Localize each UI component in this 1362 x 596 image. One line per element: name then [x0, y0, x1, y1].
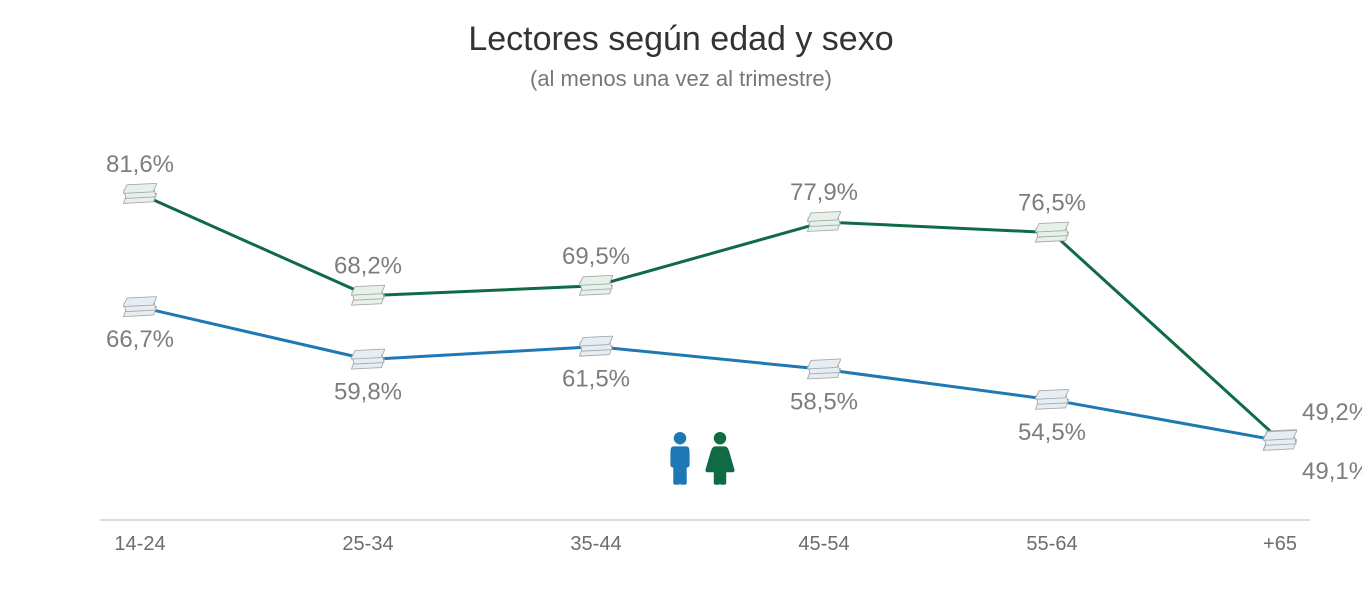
data-marker [351, 285, 385, 305]
x-axis-label: 45-54 [798, 533, 849, 555]
value-label: 77,9% [790, 179, 858, 206]
male-icon [670, 432, 689, 485]
data-marker [579, 275, 613, 295]
value-label: 54,5% [1018, 419, 1086, 446]
chart-container: Lectores según edad y sexo (al menos una… [0, 0, 1362, 596]
value-label: 49,2% [1302, 399, 1362, 426]
data-marker [351, 349, 385, 369]
value-label: 69,5% [562, 243, 630, 270]
value-label: 49,1% [1302, 458, 1362, 485]
data-marker [1035, 222, 1069, 242]
chart-svg: 81,6% 68,2% 69,5% 77,9% 76,5% 49,2% 66,7% 59,8%… [0, 0, 1362, 596]
x-axis-label: 14-24 [114, 533, 165, 555]
data-marker [579, 336, 613, 356]
value-label: 61,5% [562, 366, 630, 393]
value-label: 76,5% [1018, 190, 1086, 217]
value-label: 58,5% [790, 388, 858, 415]
value-label: 68,2% [334, 253, 402, 280]
data-marker [123, 297, 157, 317]
series-line-female [140, 194, 1280, 440]
x-axis-label: 25-34 [342, 533, 393, 555]
data-marker [807, 359, 841, 379]
female-icon [705, 432, 734, 485]
data-marker [807, 211, 841, 231]
series-line-male [140, 307, 1280, 441]
data-marker [1035, 389, 1069, 409]
x-axis-label: 55-64 [1026, 533, 1077, 555]
x-axis-label: 35-44 [570, 533, 621, 555]
value-label: 66,7% [106, 326, 174, 353]
value-label: 81,6% [106, 151, 174, 178]
value-label: 59,8% [334, 379, 402, 406]
data-marker [1263, 430, 1297, 450]
data-marker [123, 183, 157, 203]
x-axis-label: +65 [1263, 533, 1297, 555]
